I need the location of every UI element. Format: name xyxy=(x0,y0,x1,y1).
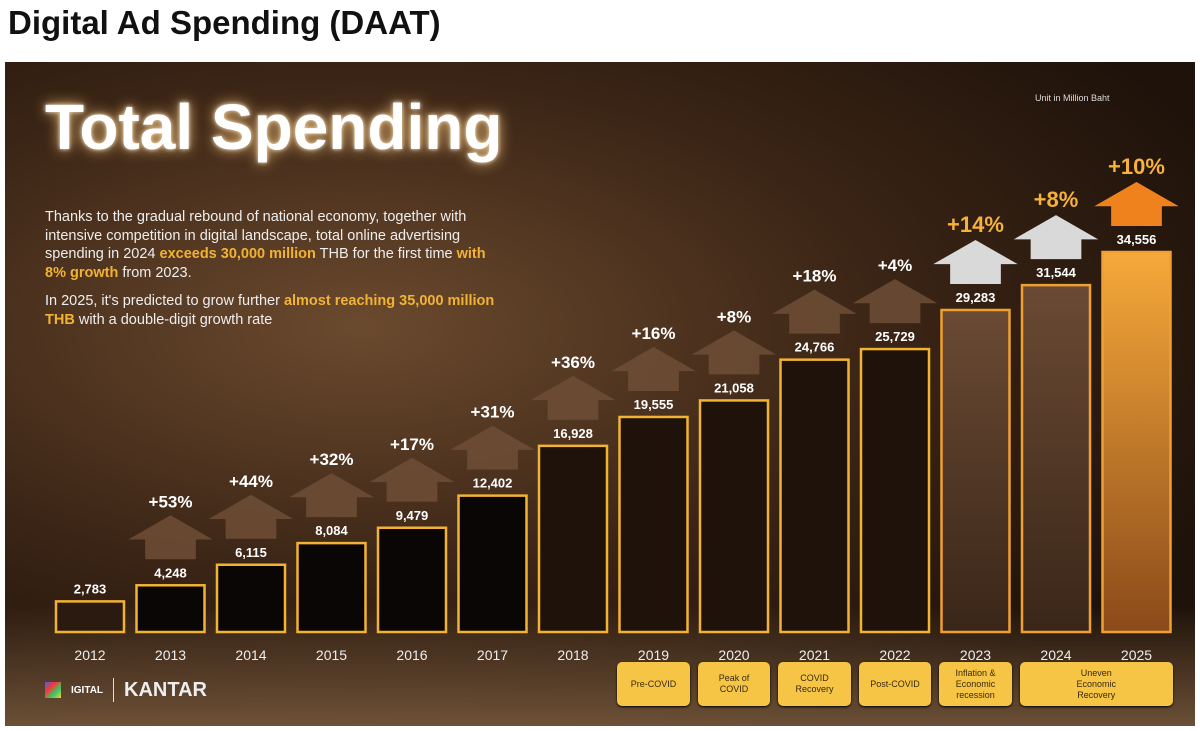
value-label-2019: 19,555 xyxy=(634,397,674,412)
year-label-2015: 2015 xyxy=(316,647,347,663)
growth-label-2015: +32% xyxy=(310,450,354,469)
year-label-2022: 2022 xyxy=(879,647,910,663)
value-label-2021: 24,766 xyxy=(795,340,835,355)
growth-label-2013: +53% xyxy=(149,492,193,511)
period-badge: Post-COVID xyxy=(858,662,932,706)
kantar-logo: KANTAR xyxy=(124,678,207,701)
value-label-2022: 25,729 xyxy=(875,329,915,344)
growth-label-2017: +31% xyxy=(471,403,515,422)
growth-arrow-2024 xyxy=(1013,215,1099,260)
period-badge: Inflation & Economic recession xyxy=(939,662,1012,706)
digital-logo: IGITAL xyxy=(71,684,104,696)
growth-label-2016: +17% xyxy=(390,435,434,454)
value-label-2020: 21,058 xyxy=(714,380,754,395)
bar-2018 xyxy=(537,444,609,634)
bar-2015 xyxy=(296,541,367,634)
growth-label-2022: +4% xyxy=(878,256,913,275)
bar-2024 xyxy=(1020,283,1092,634)
growth-arrow-2019 xyxy=(611,346,696,391)
bar-2023 xyxy=(940,308,1011,634)
growth-arrow-2025 xyxy=(1094,182,1179,226)
value-label-2015: 8,084 xyxy=(315,523,348,538)
growth-arrow-2023 xyxy=(933,239,1018,284)
growth-label-2023: +14% xyxy=(947,212,1004,237)
value-label-2014: 6,115 xyxy=(235,545,267,560)
year-label-2024: 2024 xyxy=(1040,647,1071,663)
growth-arrow-2021 xyxy=(772,289,857,334)
footer-logos: IGITAL KANTAR xyxy=(45,678,207,702)
bar-2021 xyxy=(779,358,850,634)
growth-arrow-2020 xyxy=(691,330,777,375)
growth-label-2024: +8% xyxy=(1034,187,1079,212)
year-label-2017: 2017 xyxy=(477,647,508,663)
growth-label-2014: +44% xyxy=(229,472,273,491)
bar-chart: 2,783 2012 4,248 2013 +53% 6,115 2014 +44% 8,084… xyxy=(54,154,1179,663)
digital-logo-icon xyxy=(45,682,61,698)
bar-2025 xyxy=(1101,250,1172,634)
growth-arrow-2018 xyxy=(530,375,616,420)
year-label-2018: 2018 xyxy=(557,647,588,663)
value-label-2024: 31,544 xyxy=(1036,265,1077,280)
value-label-2012: 2,783 xyxy=(74,581,107,596)
period-badge: Uneven Economic Recovery xyxy=(1019,662,1173,706)
year-label-2020: 2020 xyxy=(718,647,749,663)
bar-2016 xyxy=(376,526,448,634)
growth-label-2020: +8% xyxy=(717,307,752,326)
unit-label: Unit in Million Baht xyxy=(1035,93,1110,103)
value-label-2023: 29,283 xyxy=(956,290,996,305)
value-label-2017: 12,402 xyxy=(473,476,513,491)
bar-2020 xyxy=(698,399,770,634)
infographic-panel: Total Spending Unit in Million Baht Than… xyxy=(5,62,1195,726)
value-label-2018: 16,928 xyxy=(553,426,593,441)
divider xyxy=(113,678,115,702)
bar-2019 xyxy=(618,415,689,634)
year-label-2014: 2014 xyxy=(235,647,266,663)
description: Thanks to the gradual rebound of nationa… xyxy=(45,208,505,339)
bar-2013 xyxy=(135,584,206,634)
year-label-2019: 2019 xyxy=(638,647,669,663)
growth-arrow-2013 xyxy=(128,515,213,560)
year-label-2023: 2023 xyxy=(960,647,991,663)
value-label-2013: 4,248 xyxy=(154,565,187,580)
growth-arrow-2022 xyxy=(852,279,938,324)
headline: Total Spending xyxy=(45,91,503,163)
year-label-2013: 2013 xyxy=(155,647,186,663)
year-label-2012: 2012 xyxy=(74,647,105,663)
description-p2: In 2025, it's predicted to grow further … xyxy=(45,293,495,328)
growth-label-2025: +10% xyxy=(1108,154,1165,179)
description-p1: Thanks to the gradual rebound of nationa… xyxy=(45,209,486,281)
period-badge: Pre-COVID xyxy=(617,662,690,706)
growth-arrow-2014 xyxy=(208,494,294,539)
growth-label-2021: +18% xyxy=(793,267,837,286)
bar-2017 xyxy=(457,494,528,634)
value-label-2025: 34,556 xyxy=(1117,232,1157,247)
bar-2022 xyxy=(859,347,931,634)
growth-arrow-2016 xyxy=(369,457,455,502)
year-label-2016: 2016 xyxy=(396,647,427,663)
period-badge: COVID Recovery xyxy=(778,662,851,706)
page-title: Digital Ad Spending (DAAT) xyxy=(8,4,441,41)
growth-arrow-2017 xyxy=(450,425,535,470)
growth-label-2018: +36% xyxy=(551,353,595,372)
growth-arrow-2015 xyxy=(289,473,374,518)
year-label-2025: 2025 xyxy=(1121,647,1152,663)
growth-label-2019: +16% xyxy=(632,324,676,343)
period-badge: Peak of COVID xyxy=(697,662,771,706)
year-label-2021: 2021 xyxy=(799,647,830,663)
value-label-2016: 9,479 xyxy=(396,508,429,523)
bar-2012 xyxy=(54,600,126,634)
bar-2014 xyxy=(215,563,287,634)
